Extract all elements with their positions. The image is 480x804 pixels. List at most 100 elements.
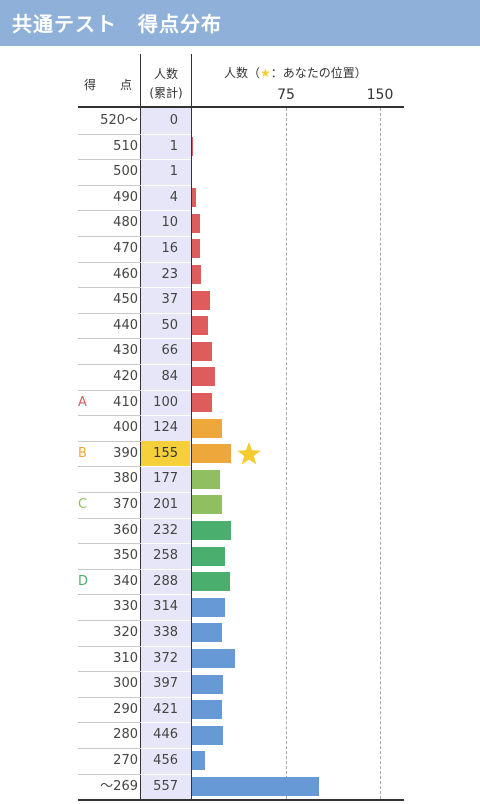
cumulative-count: 100: [153, 394, 178, 410]
x-gridline-75: [286, 108, 287, 799]
table-row: 360 232: [78, 518, 190, 544]
cumulative-count: 397: [153, 676, 178, 692]
cumulative-row-separator: [141, 133, 191, 135]
row-separator: [78, 517, 191, 519]
score-label: 370: [113, 497, 138, 512]
bar-360: [192, 520, 231, 540]
row-separator: [78, 594, 191, 596]
cumulative-row-separator: [141, 210, 191, 212]
bar-420: [192, 367, 215, 387]
row-separator: [78, 543, 191, 545]
cumulative-row-separator: [141, 594, 191, 596]
score-column-header: 得 点: [84, 78, 133, 92]
row-separator: [78, 696, 191, 698]
table-row: 440 50: [78, 313, 190, 339]
bar-440: [192, 316, 209, 336]
grade-label: A: [78, 394, 87, 410]
table-row: 510 1: [78, 134, 190, 160]
row-separator: [78, 440, 191, 442]
bar-490: [192, 188, 196, 208]
cumulative-count: 124: [153, 420, 178, 436]
bar-330: [192, 597, 225, 617]
cumulative-count: 372: [153, 650, 178, 666]
cumulative-row-separator: [141, 492, 191, 493]
table-row: 480 10: [78, 210, 190, 236]
cumulative-count: 0: [169, 113, 178, 128]
cumulative-count: 16: [161, 241, 178, 256]
cumulative-count: 23: [161, 266, 178, 282]
score-label: 330: [113, 599, 138, 615]
cumulative-row-separator: [141, 287, 191, 289]
table-row: A 410 100: [78, 390, 190, 416]
cumulative-count: 177: [153, 471, 178, 487]
cumulative-row-separator: [141, 671, 191, 673]
score-label: 400: [113, 420, 138, 436]
score-label: 440: [113, 317, 138, 333]
cumulative-count: 37: [161, 292, 178, 308]
row-separator: [78, 773, 191, 775]
row-separator: [78, 389, 191, 391]
cumulative-row-separator: [141, 748, 191, 749]
table-row: 430 66: [78, 338, 190, 364]
bar-450: [192, 290, 210, 310]
bar-320: [192, 623, 223, 643]
cumulative-count: 84: [161, 369, 178, 384]
row-separator: [78, 338, 191, 340]
score-label: 460: [113, 266, 138, 282]
table-row: 490 4: [78, 185, 190, 211]
table-row: 520〜 0: [78, 108, 190, 134]
cumulative-row-separator: [141, 159, 191, 161]
row-separator: [78, 184, 191, 186]
bar-400: [192, 418, 223, 438]
table-row: B 390 155: [78, 440, 190, 467]
score-label: 340: [113, 573, 138, 589]
cumulative-row-separator: [141, 261, 191, 263]
grade-label: D: [78, 573, 89, 589]
row-separator: [78, 645, 191, 647]
row-separator: [78, 466, 191, 468]
cumulative-row-separator: [141, 722, 191, 724]
cumulative-row-separator: [141, 645, 191, 647]
star-legend-icon: ★: [260, 66, 271, 80]
bar-410: [192, 392, 213, 412]
bar-270: [192, 751, 205, 771]
table-row: 500 1: [78, 159, 190, 185]
bar-510: [192, 136, 194, 156]
bar-460: [192, 264, 201, 284]
cumulative-row-separator: [141, 466, 191, 468]
header-bottom-rule: [78, 106, 404, 108]
cumulative-count: 232: [153, 522, 178, 538]
row-separator: [78, 364, 191, 365]
cumulative-count: 446: [153, 727, 178, 743]
cumulative-count: 288: [153, 573, 178, 589]
bar-470: [192, 239, 200, 259]
score-label: 410: [113, 394, 138, 410]
table-row: 270 456: [78, 748, 190, 774]
page-title: 共通テスト 得点分布: [12, 12, 222, 36]
x-tick-label: 75: [277, 87, 295, 103]
bar-340: [192, 572, 230, 592]
table-row: 460 23: [78, 262, 190, 288]
cumulative-count: 338: [153, 625, 178, 640]
your-position-star-icon: [237, 441, 261, 465]
score-label: 〜269: [100, 778, 138, 794]
row-separator: [78, 159, 191, 161]
score-label: 380: [113, 471, 138, 487]
cumulative-count: 1: [169, 164, 178, 180]
table-row: 380 177: [78, 466, 190, 492]
cumulative-count: 66: [161, 343, 178, 359]
cumulative-column-header-line1: 人数: [153, 67, 178, 81]
table-row: 〜269 557: [78, 774, 190, 800]
score-label: 310: [113, 650, 138, 666]
score-label: 420: [113, 369, 138, 384]
score-label: 430: [113, 343, 138, 359]
table-row: 280 446: [78, 722, 190, 748]
cumulative-row-separator: [141, 517, 191, 519]
table-row: 350 258: [78, 543, 190, 569]
x-tick-label: 150: [366, 87, 394, 103]
table-row: 450 37: [78, 287, 190, 313]
bar-380: [192, 469, 220, 489]
row-separator: [78, 312, 191, 314]
score-label: 280: [113, 727, 138, 743]
row-separator: [78, 287, 191, 289]
